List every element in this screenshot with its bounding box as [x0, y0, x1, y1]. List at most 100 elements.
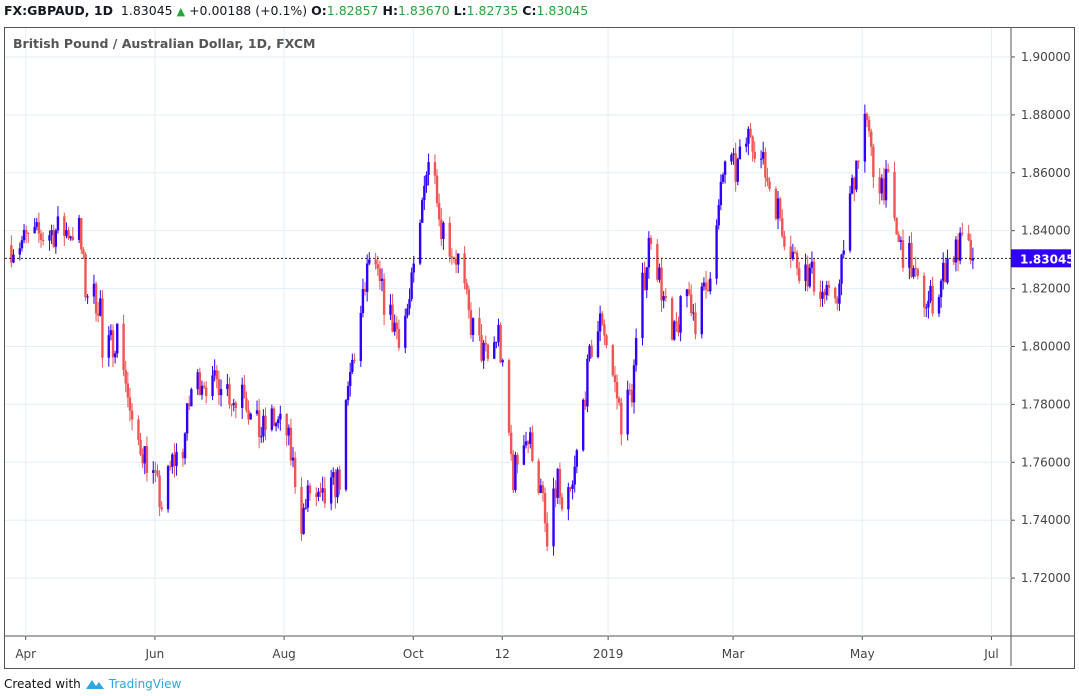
- candle-body: [262, 415, 265, 437]
- candle-body: [39, 233, 43, 240]
- candle-body: [437, 203, 441, 220]
- candle-body: [285, 413, 288, 436]
- candle-body: [867, 119, 871, 132]
- candle-body: [188, 403, 191, 407]
- candle-body: [67, 230, 70, 239]
- y-tick-label: 1.78000: [1021, 397, 1071, 411]
- candle-body: [361, 288, 365, 314]
- candle-body: [277, 419, 280, 424]
- candle-body: [139, 439, 142, 455]
- candle-body: [54, 230, 58, 247]
- candle-body: [241, 384, 244, 408]
- candle-body: [141, 454, 144, 464]
- candle-body: [719, 181, 723, 206]
- candle-body: [732, 153, 735, 155]
- candle-body: [850, 177, 854, 194]
- candle-body: [130, 410, 134, 420]
- candle-body: [243, 384, 246, 399]
- candle-body: [834, 287, 837, 299]
- x-tick-label: Mar: [722, 647, 745, 661]
- y-tick-label: 1.90000: [1021, 50, 1071, 64]
- low-label: L:: [453, 3, 467, 18]
- candle-body: [247, 410, 250, 420]
- candle-body: [664, 296, 667, 299]
- candle-body: [759, 158, 763, 160]
- candle-body: [408, 299, 411, 309]
- candle-body: [836, 298, 839, 304]
- candle-body: [749, 128, 752, 137]
- candle-body: [304, 507, 307, 509]
- candle-body: [137, 419, 140, 440]
- candle-body: [376, 264, 379, 269]
- candle-body: [573, 466, 576, 485]
- candle-body: [52, 230, 55, 247]
- candle-body: [789, 246, 792, 259]
- close-label: C:: [522, 3, 537, 18]
- candle-body: [766, 177, 769, 182]
- candle-body: [156, 470, 159, 476]
- candle-body: [776, 198, 780, 219]
- candle-body: [389, 304, 392, 315]
- candle-body: [804, 264, 807, 281]
- candle-body: [736, 159, 739, 182]
- candle-body: [908, 242, 911, 268]
- x-tick-label: May: [850, 647, 875, 661]
- candle-body: [463, 253, 466, 284]
- candle-body: [101, 298, 104, 358]
- candle-body: [819, 291, 822, 299]
- candle-body: [154, 470, 157, 472]
- candle-body: [440, 219, 443, 239]
- candle-body: [700, 286, 703, 335]
- candle-body: [956, 239, 960, 261]
- high-label: H:: [382, 3, 398, 18]
- candle-body: [821, 291, 824, 299]
- candle-body: [404, 315, 407, 348]
- x-tick-label: Jun: [145, 647, 165, 661]
- candle-body: [647, 237, 651, 268]
- candle-body: [410, 272, 413, 300]
- candle-body: [363, 288, 367, 292]
- candle-body: [927, 300, 930, 308]
- candle-body: [18, 248, 22, 255]
- price-change: +0.00188 (+0.1%): [189, 3, 308, 18]
- candle-body: [586, 358, 589, 407]
- candle-body: [857, 160, 860, 162]
- last-price: 1.83045: [120, 3, 173, 18]
- candle-body: [554, 488, 557, 498]
- candle-body: [590, 345, 593, 357]
- candle-body: [329, 477, 333, 504]
- candle-body: [558, 468, 562, 498]
- candle-body: [213, 370, 216, 376]
- candle-body: [545, 523, 549, 547]
- candle-body: [762, 152, 765, 159]
- candle-body: [753, 151, 756, 159]
- candle-body: [937, 297, 941, 314]
- candle-body: [86, 296, 89, 298]
- candle-body: [855, 160, 858, 190]
- candle-body: [122, 323, 125, 371]
- candle-body: [584, 399, 587, 407]
- candle-body: [715, 225, 718, 279]
- y-tick-label: 1.88000: [1021, 108, 1071, 122]
- candle-body: [435, 175, 439, 204]
- candle-body: [620, 402, 623, 435]
- candle-body: [954, 239, 958, 263]
- candle-body: [359, 313, 363, 361]
- candle-body: [641, 272, 644, 339]
- candle-body: [626, 389, 629, 435]
- candle-body: [863, 113, 867, 162]
- candle-body: [397, 329, 401, 348]
- tradingview-link[interactable]: TradingView: [108, 677, 182, 691]
- candle-body: [82, 249, 85, 254]
- candle-body: [899, 240, 903, 242]
- candle-body: [33, 226, 36, 234]
- candle-body: [840, 254, 843, 284]
- candle-body: [200, 385, 204, 395]
- candle-body: [670, 298, 674, 340]
- candle-body: [916, 269, 920, 276]
- candle-body: [730, 154, 733, 162]
- candle-body: [512, 454, 515, 491]
- candle-body: [581, 399, 585, 451]
- candle-body: [202, 385, 206, 388]
